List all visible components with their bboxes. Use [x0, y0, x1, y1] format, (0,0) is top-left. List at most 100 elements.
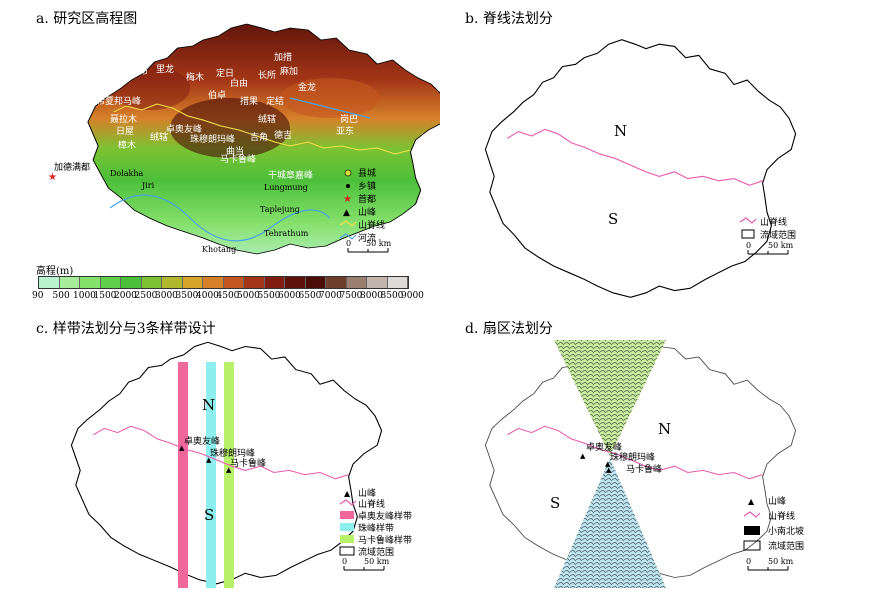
- place-label: 绒辖: [150, 131, 168, 143]
- place-label: 梅木: [186, 71, 204, 83]
- ridge-legend-icon: [743, 511, 761, 518]
- capital-legend-icon: ★: [343, 194, 352, 205]
- place-label: 绒辖: [258, 113, 276, 125]
- legend-label: 马卡鲁峰样带: [358, 534, 412, 546]
- scalebar: [747, 250, 789, 255]
- place-label: 德吉: [274, 129, 292, 141]
- place-label: 格努: [144, 47, 162, 59]
- place-label: 吉角: [250, 131, 268, 143]
- elevation-swatch: [285, 277, 306, 288]
- place-label: Lungmung: [264, 183, 308, 192]
- place-label: 门布: [130, 65, 148, 77]
- elevation-swatch: [59, 277, 80, 288]
- place-label: Khotang: [202, 245, 236, 254]
- scalebar: [347, 248, 389, 253]
- place-label: 加德满都: [54, 161, 90, 173]
- ridge-legend-icon: [739, 217, 757, 224]
- peak-icon: ▲: [343, 208, 350, 218]
- elevation-swatch: [244, 277, 265, 288]
- elevation-swatch: [162, 277, 183, 288]
- place-label: 加措: [274, 51, 292, 63]
- elevation-tick: 5500: [257, 291, 281, 301]
- south-label: S: [204, 506, 214, 524]
- elevation-swatch: [264, 277, 285, 288]
- legend-label: 流域范围: [768, 540, 804, 552]
- everest-transect: [206, 362, 216, 588]
- elevation-swatch: [39, 277, 60, 288]
- elevation-tick: 5000: [237, 291, 260, 301]
- elevation-tick: 6500: [298, 291, 322, 301]
- place-label: 希夏邦马峰: [96, 95, 141, 107]
- elevation-ticks: 90 500 1000 1500 2000 2500 3000 3500 4000 4500 500…: [32, 291, 424, 301]
- place-label: 马卡鲁峰: [220, 153, 256, 165]
- legend-label: 流域范围: [358, 546, 394, 558]
- place-label: 麻加: [280, 65, 298, 77]
- town-icon: [346, 184, 350, 188]
- north-label: N: [202, 396, 215, 414]
- place-label: 卓奥友峰: [166, 123, 202, 135]
- peak-label: 卓奥友峰: [184, 435, 220, 447]
- basin-legend-icon: [339, 546, 355, 556]
- place-label: Tehrathum: [264, 229, 309, 238]
- elevation-tick: 3000: [155, 291, 178, 301]
- county-icon: [344, 169, 352, 177]
- peak-label: 卓奥友峰: [586, 441, 622, 453]
- elevation-tick: 7500: [339, 291, 363, 301]
- panel-c-title: c. 样带法划分与3条样带设计: [36, 321, 216, 337]
- elevation-swatch: [121, 277, 142, 288]
- elevation-tick: 1500: [93, 291, 117, 301]
- peak-label: 珠穆朗玛峰: [210, 447, 255, 459]
- place-label: Jiri: [141, 181, 155, 190]
- south-label: S: [608, 210, 618, 228]
- scalebar-value: 50 km: [364, 557, 390, 566]
- panel-b-map: N S 山脊线 流域范围 0 50 km: [484, 39, 797, 298]
- elevation-tick: 9000: [401, 291, 424, 301]
- peak-icon: ▲: [606, 466, 612, 474]
- everest-legend-icon: [340, 523, 354, 531]
- panel-b-title: b. 脊线法划分: [465, 11, 553, 27]
- scalebar-zero: 0: [746, 557, 751, 566]
- elevation-swatch: [387, 277, 408, 288]
- legend-label: 县城: [358, 168, 376, 179]
- panel-a-map: 格努 门布 里龙 梅木 定日 加措 麻加 长所 白由 金龙 伯卓 措果 定结 岗…: [48, 23, 440, 255]
- legend-label: 山脊线: [760, 216, 787, 228]
- place-label: 曲当: [226, 145, 244, 157]
- elevation-swatch: [305, 277, 326, 288]
- elevation-swatch: [367, 277, 388, 288]
- elevation-tick: 7000: [319, 291, 342, 301]
- elevation-tick: 3500: [175, 291, 199, 301]
- place-label: 伯卓: [208, 89, 226, 101]
- peak-label: 马卡鲁峰: [230, 457, 266, 469]
- elevation-colorbar: [38, 276, 409, 289]
- elevation-tick: 4000: [196, 291, 219, 301]
- place-label: Taplejung: [260, 205, 300, 214]
- basin-legend-icon: [741, 229, 755, 239]
- elevation-swatch: [346, 277, 367, 288]
- makalu-legend-icon: [340, 535, 354, 543]
- legend-label: 小南北坡: [768, 525, 804, 537]
- scalebar-zero: 0: [342, 557, 347, 566]
- place-label: 岗巴: [340, 114, 358, 125]
- elevation-swatch: [100, 277, 121, 288]
- elevation-tick: 8000: [360, 291, 383, 301]
- peak-label: 珠穆朗玛峰: [610, 451, 655, 463]
- place-label: 里龙: [156, 63, 174, 75]
- elevation-swatch: [203, 277, 224, 288]
- place-label: 聂拉木: [110, 113, 137, 125]
- cho-oyu-transect: [178, 362, 188, 588]
- place-label: 干城章嘉峰: [268, 169, 313, 181]
- river-legend-icon: [339, 233, 357, 240]
- slope-legend-icon: [744, 526, 760, 535]
- scalebar-value: 50 km: [768, 557, 794, 566]
- elevation-tick: 6000: [278, 291, 301, 301]
- peak-legend-icon: ▲: [748, 497, 755, 506]
- legend-label: 山脊线: [358, 219, 385, 231]
- ridge-legend-icon: [339, 499, 357, 506]
- legend-label: 山峰: [768, 496, 786, 507]
- peak-icon: ▲: [580, 452, 586, 460]
- legend-label: 河流: [358, 232, 376, 244]
- place-label: 措果: [240, 95, 258, 107]
- scalebar-zero: 0: [346, 239, 351, 248]
- elevation-swatch: [182, 277, 203, 288]
- panel-d-title: d. 扇区法划分: [465, 321, 553, 337]
